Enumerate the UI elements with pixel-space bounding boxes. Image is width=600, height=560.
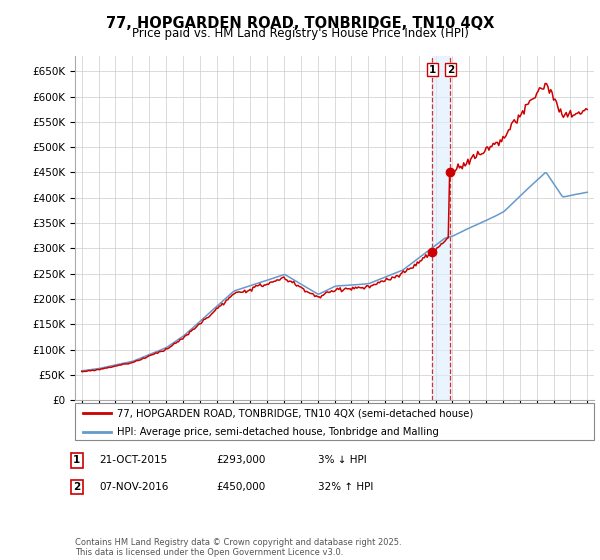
Text: Contains HM Land Registry data © Crown copyright and database right 2025.
This d: Contains HM Land Registry data © Crown c… <box>75 538 401 557</box>
Text: 32% ↑ HPI: 32% ↑ HPI <box>318 482 373 492</box>
Text: £293,000: £293,000 <box>216 455 265 465</box>
Text: Price paid vs. HM Land Registry's House Price Index (HPI): Price paid vs. HM Land Registry's House … <box>131 27 469 40</box>
Text: 77, HOPGARDEN ROAD, TONBRIDGE, TN10 4QX (semi-detached house): 77, HOPGARDEN ROAD, TONBRIDGE, TN10 4QX … <box>116 408 473 418</box>
Text: HPI: Average price, semi-detached house, Tonbridge and Malling: HPI: Average price, semi-detached house,… <box>116 427 439 437</box>
Text: 07-NOV-2016: 07-NOV-2016 <box>99 482 169 492</box>
Text: £450,000: £450,000 <box>216 482 265 492</box>
Bar <box>433 56 450 400</box>
Text: 2: 2 <box>73 482 80 492</box>
Text: 77, HOPGARDEN ROAD, TONBRIDGE, TN10 4QX: 77, HOPGARDEN ROAD, TONBRIDGE, TN10 4QX <box>106 16 494 31</box>
FancyBboxPatch shape <box>75 403 594 440</box>
Text: 2: 2 <box>446 64 454 74</box>
Text: 1: 1 <box>429 64 436 74</box>
Text: 21-OCT-2015: 21-OCT-2015 <box>99 455 167 465</box>
Text: 3% ↓ HPI: 3% ↓ HPI <box>318 455 367 465</box>
Text: 1: 1 <box>73 455 80 465</box>
